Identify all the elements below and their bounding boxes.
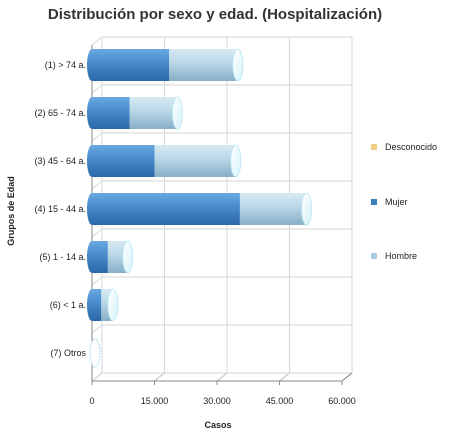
legend: Desconocido Mujer Hombre [371,142,437,261]
bar-right-cap [122,240,134,274]
bar-right-cap [301,192,312,226]
y-tick-labels: (1) > 74 a. (2) 65 - 74 a. (3) 45 - 64 a. (… [34,60,86,358]
bar-right-cap [172,96,183,130]
legend-swatch-hombre [371,253,377,259]
floor-grid-line [279,372,290,382]
x-tick-label: 60.000 [328,396,356,406]
legend-swatch-mujer [371,199,377,205]
x-tick-label: 0 [89,396,94,406]
bar-segment-hombre [154,145,236,177]
legend-swatch-desconocido [371,144,377,150]
side-grid-line [91,324,103,334]
bar-segment-hombre [107,241,128,273]
bar-segment-mujer [92,289,102,321]
legend-label-desconocido: Desconocido [385,142,437,152]
y-tick-label: (2) 65 - 74 a. [34,108,86,118]
x-axis-title: Casos [204,420,231,430]
y-tick-label: (5) 1 - 14 a. [39,252,86,262]
y-tick-label: (3) 45 - 64 a. [34,156,86,166]
floor-edge [341,372,353,382]
legend-label-mujer: Mujer [385,197,408,207]
floor-grid-line [216,372,228,382]
bar-segment-hombre [101,289,113,321]
bar-right-cap [232,48,244,82]
y-axis-title: Grupos de Edad [6,176,16,246]
y-tick-label: (1) > 74 a. [45,60,86,70]
bar-segment-mujer [92,241,108,273]
legend-label-hombre: Hombre [385,251,417,261]
side-grid-line [91,36,103,46]
bar-segment-mujer [92,193,240,225]
bars [87,48,312,368]
y-tick-label: (6) < 1 a. [50,300,86,310]
side-grid-line [91,180,103,190]
x-tick-label: 45.000 [266,396,294,406]
chart-title: Distribución por sexo y edad. (Hospitali… [47,6,383,23]
bar-right-cap [107,288,119,322]
side-grid-line [91,228,103,238]
side-grid-line [91,132,103,142]
bar-segment-hombre [129,97,178,129]
floor-grid-line [154,372,165,382]
y-tick-label: (4) 15 - 44 a. [34,204,86,214]
bar-right-cap [230,144,242,178]
x-tick-labels: 0 15.000 30.000 45.000 60.000 [89,381,356,406]
bar-empty-cap [89,338,101,368]
side-grid-line [91,372,103,382]
side-grid-line [91,276,103,286]
y-tick-label: (7) Otros [50,348,86,358]
side-grid-line [91,84,103,94]
bar-segment-mujer [92,97,130,129]
bar-segment-hombre [169,49,238,81]
bar-segment-hombre [239,193,307,225]
bar-segment-mujer [92,145,155,177]
x-tick-label: 30.000 [203,396,231,406]
x-tick-label: 15.000 [141,396,169,406]
bar-segment-mujer [92,49,170,81]
